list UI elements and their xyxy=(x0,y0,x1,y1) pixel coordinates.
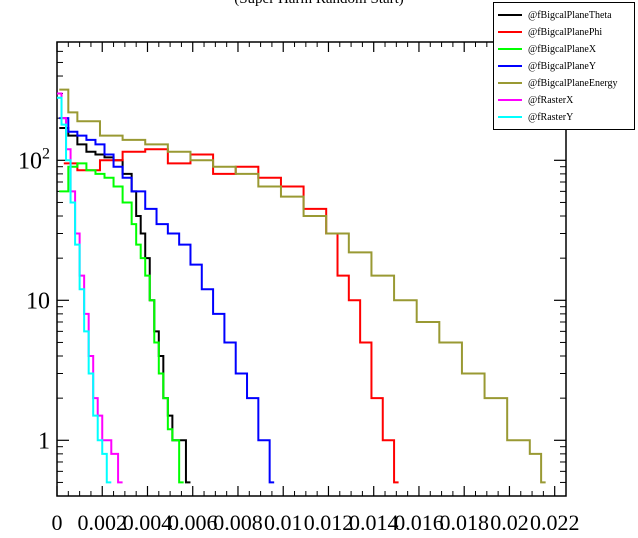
x-tick-label: 0.01 xyxy=(264,510,303,535)
legend-swatch xyxy=(498,116,522,118)
legend-item: @fBigcalPlaneY xyxy=(498,58,596,74)
series-group xyxy=(57,88,546,484)
x-tick-label: 0.012 xyxy=(304,510,354,535)
legend-item: @fBigcalPlaneTheta xyxy=(498,7,612,23)
chart-title: (Super Harm Random Start) xyxy=(0,0,638,8)
legend-label: @fBigcalPlanePhi xyxy=(528,26,603,38)
axis-ticks xyxy=(56,41,567,497)
x-tick-label: 0.016 xyxy=(394,510,444,535)
legend-item: @fBigcalPlanePhi xyxy=(498,24,602,40)
legend-item: @fRasterY xyxy=(498,109,573,125)
series-frastery xyxy=(57,96,112,484)
x-tick-label: 0.02 xyxy=(490,510,529,535)
legend-item: @fBigcalPlaneX xyxy=(498,41,596,57)
x-tick-label: 0.002 xyxy=(77,510,127,535)
legend-label: @fRasterX xyxy=(528,94,574,106)
series-fbigcalplaneenergy xyxy=(59,88,546,484)
legend-swatch xyxy=(498,14,522,16)
x-tick-label: 0.018 xyxy=(439,510,489,535)
x-tick-label: 0.014 xyxy=(349,510,399,535)
series-fbigcalplanex xyxy=(59,162,184,484)
x-tick-label: 0.006 xyxy=(168,510,218,535)
y-tick-label: 102 xyxy=(18,145,50,174)
x-tick-label: 0.008 xyxy=(213,510,263,535)
legend-swatch xyxy=(498,65,522,67)
x-tick-label: 0.022 xyxy=(530,510,580,535)
legend-swatch xyxy=(498,48,522,50)
x-tick-label: 0.004 xyxy=(123,510,173,535)
legend-label: @fBigcalPlaneY xyxy=(528,60,597,72)
x-tick-label: 0 xyxy=(52,510,63,535)
legend-label: @fBigcalPlaneX xyxy=(528,43,597,55)
legend-label: @fBigcalPlaneTheta xyxy=(528,9,612,21)
legend-label: @fRasterY xyxy=(528,111,574,123)
series-fbigcalplaney xyxy=(59,117,275,484)
legend-item: @fRasterX xyxy=(498,92,573,108)
legend-swatch xyxy=(498,99,522,101)
legend-label: @fBigcalPlaneEnergy xyxy=(528,77,618,89)
y-tick-label: 1 xyxy=(38,428,50,454)
legend: @fBigcalPlaneTheta @fBigcalPlanePhi @fBigc… xyxy=(493,2,635,130)
legend-swatch xyxy=(498,31,522,33)
legend-item: @fBigcalPlaneEnergy xyxy=(498,75,618,91)
plot-frame xyxy=(56,41,567,497)
y-tick-label: 10 xyxy=(26,288,50,314)
series-fbigcalplanephi xyxy=(63,148,399,484)
legend-swatch xyxy=(498,82,522,84)
y-tick-labels: 1 10 102 xyxy=(18,145,50,454)
